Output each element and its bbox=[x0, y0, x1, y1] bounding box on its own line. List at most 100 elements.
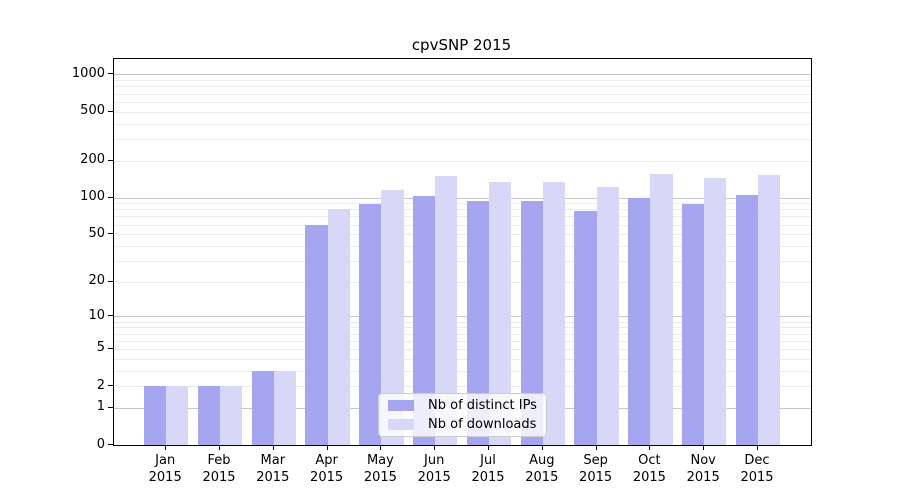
legend-swatch-downloads-icon bbox=[388, 419, 414, 430]
x-tick-label: Apr 2015 bbox=[310, 453, 344, 485]
bar-downloads-may bbox=[381, 189, 404, 445]
gridline-minor bbox=[114, 340, 811, 342]
gridline-minor bbox=[114, 86, 811, 88]
y-tick-mark bbox=[108, 347, 113, 349]
y-tick-label: 20 bbox=[88, 273, 105, 289]
y-tick-mark bbox=[108, 73, 113, 75]
y-tick-mark bbox=[108, 315, 113, 317]
x-tick-mark bbox=[757, 445, 758, 450]
y-tick-label: 1 bbox=[96, 399, 105, 415]
y-tick-mark bbox=[108, 196, 113, 198]
bar-distinct-ips-jun bbox=[413, 196, 436, 445]
gridline-minor bbox=[114, 281, 811, 283]
y-tick-mark bbox=[108, 280, 113, 282]
x-tick-label: Jul 2015 bbox=[471, 453, 505, 485]
bar-downloads-apr bbox=[327, 209, 350, 445]
x-tick-label: Sep 2015 bbox=[579, 453, 613, 485]
legend-swatch-distinct-ips-icon bbox=[388, 400, 414, 411]
y-tick-label: 10 bbox=[88, 307, 105, 323]
bar-downloads-jun bbox=[435, 175, 458, 445]
x-tick-mark bbox=[326, 445, 328, 450]
gridline-minor bbox=[114, 111, 811, 113]
bar-downloads-nov bbox=[704, 178, 727, 445]
x-tick-label: May 2015 bbox=[363, 453, 397, 485]
legend-label-distinct-ips: Nb of distinct IPs bbox=[428, 398, 537, 413]
x-tick-mark bbox=[488, 445, 489, 450]
y-tick-mark bbox=[108, 385, 113, 387]
x-tick-label: Nov 2015 bbox=[686, 453, 720, 485]
x-tick-mark bbox=[165, 445, 167, 450]
bar-distinct-ips-mar bbox=[251, 370, 274, 445]
y-tick-label: 200 bbox=[80, 152, 105, 168]
y-tick-label: 1000 bbox=[71, 65, 105, 81]
gridline-minor bbox=[114, 370, 811, 372]
gridline-major bbox=[114, 316, 811, 318]
bar-distinct-ips-may bbox=[359, 203, 382, 445]
legend: Nb of distinct IPs Nb of downloads bbox=[378, 393, 547, 437]
bar-downloads-jan bbox=[166, 386, 189, 445]
bar-downloads-oct bbox=[650, 174, 673, 445]
y-tick-mark bbox=[108, 444, 113, 445]
y-tick-label: 0 bbox=[96, 436, 105, 452]
bar-downloads-aug bbox=[542, 182, 565, 445]
bar-distinct-ips-aug bbox=[520, 201, 543, 445]
x-tick-label: Mar 2015 bbox=[256, 453, 290, 485]
gridline-minor bbox=[114, 138, 811, 140]
gridline-minor bbox=[114, 327, 811, 329]
gridline-minor bbox=[114, 358, 811, 360]
chart-title: cpvSNP 2015 bbox=[411, 36, 512, 54]
y-tick-label: 100 bbox=[80, 189, 105, 204]
bar-distinct-ips-apr bbox=[305, 224, 328, 445]
bar-downloads-sep bbox=[596, 186, 619, 445]
y-tick-mark bbox=[108, 233, 113, 235]
legend-entry-distinct-ips: Nb of distinct IPs bbox=[388, 398, 537, 413]
x-tick-mark bbox=[434, 445, 436, 450]
x-tick-label: Jun 2015 bbox=[417, 453, 451, 485]
gridline-minor bbox=[114, 321, 811, 323]
y-tick-label: 50 bbox=[88, 225, 105, 241]
bar-distinct-ips-dec bbox=[735, 195, 758, 445]
bar-distinct-ips-jul bbox=[466, 201, 489, 445]
x-tick-label: Oct 2015 bbox=[632, 453, 666, 485]
gridline-minor bbox=[114, 234, 811, 236]
legend-entry-downloads: Nb of downloads bbox=[388, 417, 537, 432]
gridline-minor bbox=[114, 260, 811, 262]
plot-area bbox=[113, 58, 812, 446]
gridline-major bbox=[114, 74, 811, 76]
y-tick-label: 5 bbox=[96, 340, 105, 356]
legend-label-downloads: Nb of downloads bbox=[428, 417, 537, 432]
x-tick-label: Jan 2015 bbox=[148, 453, 182, 485]
x-tick-label: Dec 2015 bbox=[740, 453, 774, 485]
bar-distinct-ips-sep bbox=[574, 211, 597, 445]
bar-downloads-feb bbox=[220, 386, 243, 445]
gridline-minor bbox=[114, 203, 811, 205]
gridline-minor bbox=[114, 93, 811, 95]
x-tick-mark bbox=[649, 445, 651, 450]
gridline-minor bbox=[114, 386, 811, 388]
bar-downloads-dec bbox=[758, 174, 781, 445]
bar-distinct-ips-oct bbox=[628, 197, 651, 445]
x-tick-label: Feb 2015 bbox=[202, 453, 236, 485]
y-tick-mark bbox=[108, 110, 113, 112]
gridline-minor bbox=[114, 209, 811, 211]
gridline-minor bbox=[114, 101, 811, 103]
gridline-minor bbox=[114, 224, 811, 226]
gridline-minor bbox=[114, 333, 811, 335]
gridline-minor bbox=[114, 216, 811, 218]
y-tick-mark bbox=[108, 159, 113, 161]
gridline-minor bbox=[114, 160, 811, 162]
bar-distinct-ips-nov bbox=[682, 204, 705, 445]
x-tick-mark bbox=[380, 445, 382, 450]
x-tick-mark bbox=[703, 445, 705, 450]
y-tick-label: 2 bbox=[96, 377, 105, 393]
x-tick-mark bbox=[541, 445, 543, 450]
x-tick-mark bbox=[219, 445, 220, 450]
bar-distinct-ips-feb bbox=[197, 386, 220, 445]
gridline-minor bbox=[114, 348, 811, 350]
x-tick-label: Aug 2015 bbox=[525, 453, 559, 485]
bar-downloads-mar bbox=[273, 370, 296, 445]
bar-downloads-jul bbox=[489, 181, 512, 445]
x-tick-mark bbox=[272, 445, 274, 450]
y-tick-label: 500 bbox=[80, 103, 105, 119]
